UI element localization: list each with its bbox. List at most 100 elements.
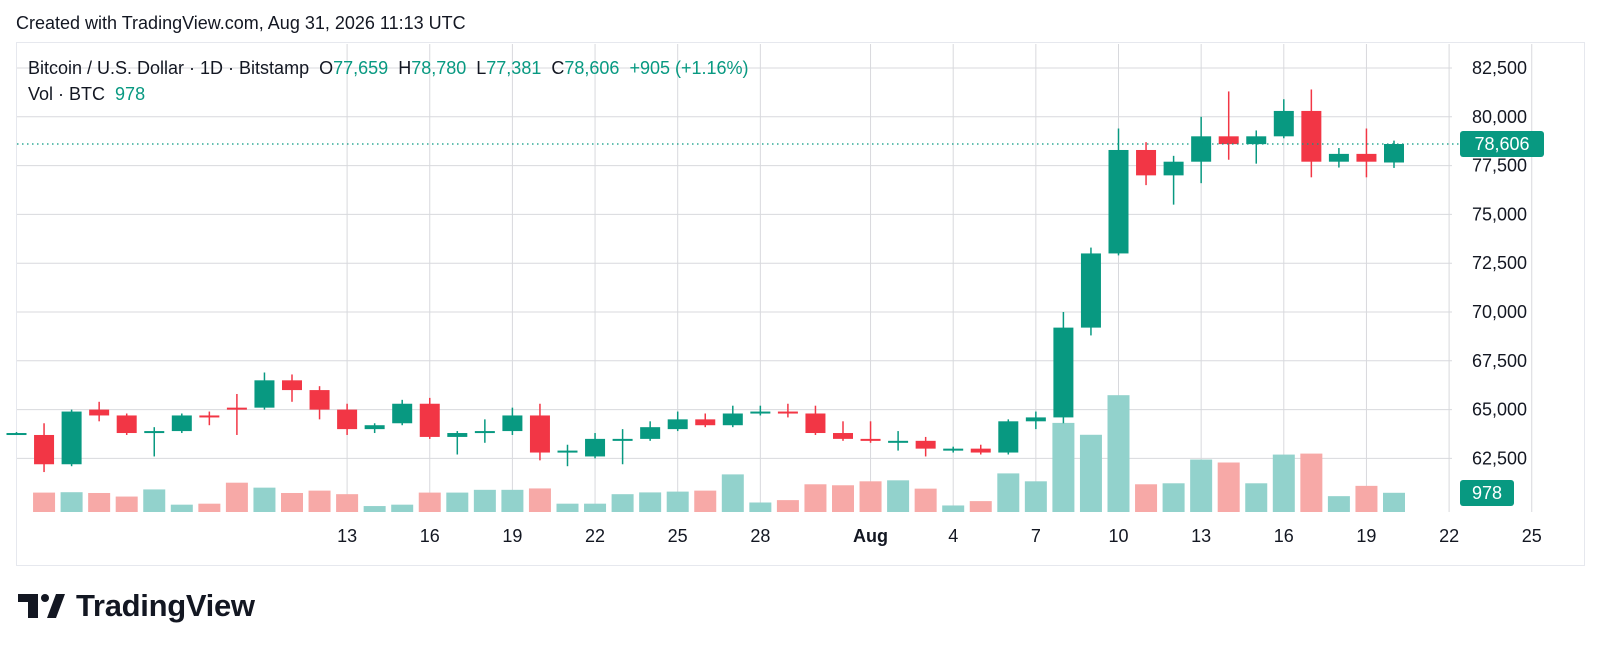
volume-bar	[584, 503, 607, 512]
price-tick-label: 67,500	[1472, 351, 1527, 371]
low-value: 77,381	[486, 58, 542, 78]
volume-bar	[473, 489, 496, 512]
price-axis: 82,500 80,000 77,500 75,000 72,500 70,000 67,5…	[1460, 58, 1544, 506]
time-tick-label: 22	[1439, 526, 1459, 546]
candle-body	[89, 409, 110, 416]
candle-body	[750, 411, 771, 414]
volume-bar	[528, 488, 551, 512]
symbol-title: Bitcoin / U.S. Dollar · 1D · Bitstamp	[28, 58, 310, 78]
candle-body	[6, 433, 27, 436]
time-tick-label: 25	[1522, 526, 1542, 546]
time-tick-label: 13	[337, 526, 357, 546]
candle-body	[860, 438, 881, 441]
volume-bar	[1024, 481, 1047, 512]
volume-bar	[914, 488, 937, 512]
volume-bar	[1135, 484, 1158, 512]
tradingview-logo-text: TradingView	[76, 588, 255, 623]
candle-body	[171, 415, 192, 432]
volume-bar	[501, 489, 524, 512]
volume-bar	[942, 505, 965, 512]
tradingview-logo[interactable]: TradingView	[18, 588, 255, 624]
volume-bar	[1383, 492, 1405, 512]
volume-bar	[281, 492, 303, 512]
close-label: C	[551, 58, 565, 78]
volume-bar	[253, 487, 276, 512]
open-value: 77,659	[333, 58, 389, 78]
price-tick-label: 80,000	[1472, 107, 1527, 127]
price-tick-label: 72,500	[1472, 253, 1527, 273]
low-label: L	[476, 58, 487, 78]
candle-body	[557, 450, 578, 453]
price-tick-label: 65,000	[1472, 400, 1527, 420]
volume-bar	[115, 496, 138, 512]
grid-lines	[17, 44, 1533, 512]
close-value: 78,606	[564, 58, 620, 78]
candle-body	[1108, 149, 1129, 254]
candle-body	[1136, 149, 1157, 176]
candle-body	[1053, 327, 1074, 418]
volume-bar	[694, 490, 717, 512]
volume-label: Vol · BTC	[28, 84, 106, 104]
candle-body	[1328, 153, 1349, 162]
volume-bar	[1217, 462, 1240, 512]
volume-bar	[1162, 483, 1185, 512]
volume-bar	[363, 506, 386, 512]
volume-bar	[60, 492, 83, 512]
candle-body	[805, 413, 826, 434]
candle-body	[970, 448, 991, 453]
volume-bar	[969, 501, 992, 512]
price-tick-label: 62,500	[1472, 448, 1527, 468]
volume-bar	[556, 503, 579, 512]
volume-bar	[749, 502, 772, 512]
candle-body	[61, 411, 82, 465]
candle-body	[1273, 110, 1294, 137]
last-price-badge	[1460, 131, 1544, 158]
time-tick-label: 4	[948, 526, 958, 546]
candle-body	[364, 425, 385, 430]
volume-bar	[336, 494, 359, 512]
candle-body	[337, 409, 358, 430]
volume-bar	[997, 473, 1020, 512]
candle-body	[722, 413, 743, 426]
volume-legend: Vol · BTC 978	[28, 84, 145, 105]
volume-bar	[170, 504, 193, 512]
volume-bar	[666, 491, 689, 512]
candle-body	[1356, 153, 1377, 162]
candle-body	[529, 415, 550, 453]
volume-bars	[33, 395, 1405, 512]
volume-bar	[446, 492, 469, 512]
volume-bar	[1272, 454, 1295, 512]
candle-body	[612, 438, 633, 441]
candle-body	[447, 433, 468, 437]
volume-bar	[1052, 422, 1075, 512]
time-axis: 131619222528Aug4710131619222528Sep	[337, 526, 1542, 546]
volume-badge	[1460, 480, 1514, 506]
candle-body	[1080, 253, 1101, 328]
candle-body	[777, 411, 798, 414]
open-label: O	[319, 58, 334, 78]
price-tick-label: 77,500	[1472, 156, 1527, 176]
time-tick-label: 22	[585, 526, 605, 546]
candle-body	[116, 415, 137, 434]
volume-bar	[1300, 453, 1323, 512]
candle-body	[502, 415, 523, 432]
time-tick-label: Aug	[853, 526, 888, 546]
time-tick-label: 10	[1108, 526, 1128, 546]
volume-value: 978	[115, 84, 146, 104]
candle-body	[254, 380, 275, 408]
price-tick-label: 82,500	[1472, 58, 1527, 78]
volume-bar	[1190, 459, 1213, 512]
time-tick-label: 28	[750, 526, 770, 546]
candle-body	[34, 434, 55, 465]
chart-frame	[16, 42, 1585, 566]
volume-bar	[1079, 434, 1102, 512]
volume-bar	[1355, 485, 1378, 512]
candle-body	[667, 419, 688, 430]
candle-body	[640, 427, 661, 439]
time-tick-label: 13	[1191, 526, 1211, 546]
volume-bar	[776, 500, 799, 512]
candle-body	[915, 440, 936, 449]
candle-body	[1246, 136, 1267, 145]
candle-body	[998, 421, 1019, 453]
